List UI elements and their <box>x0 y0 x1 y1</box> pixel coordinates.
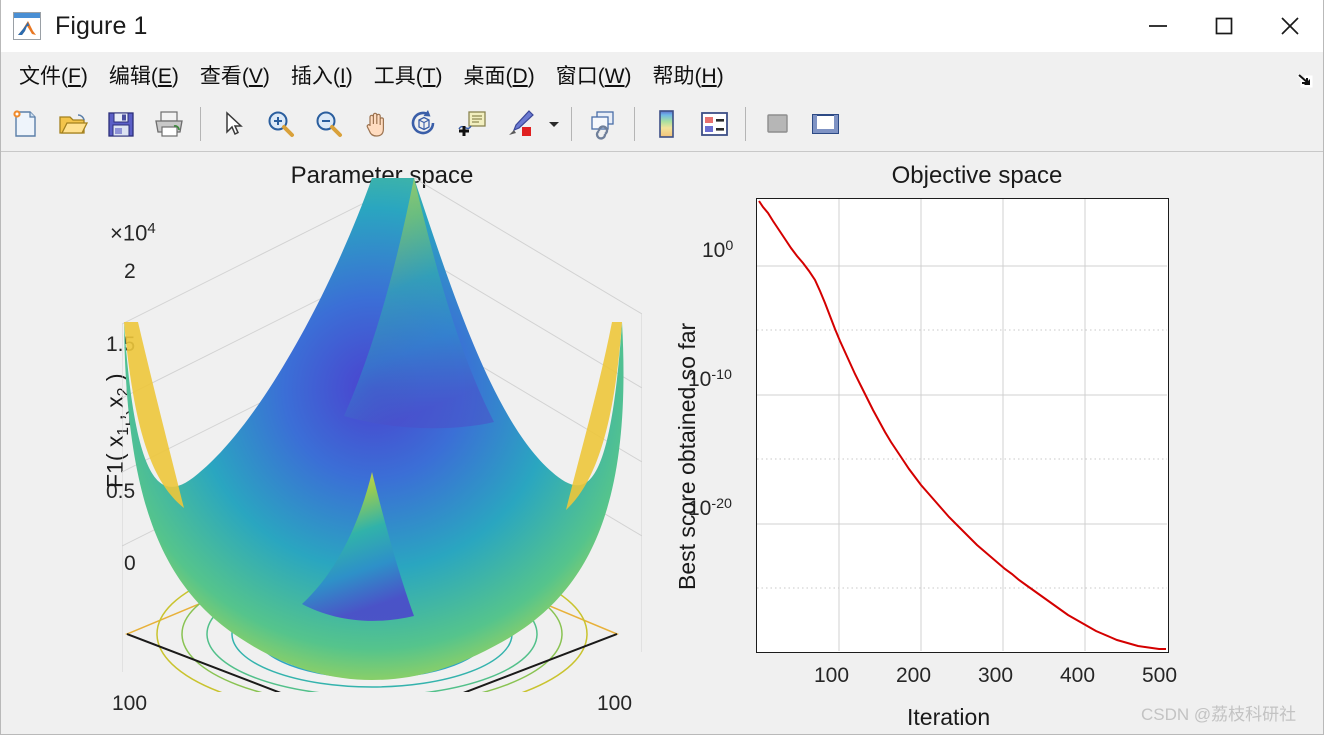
menu-item-file[interactable]: 文件(F) <box>19 64 88 88</box>
menu-item-tools[interactable]: 工具(T) <box>373 64 443 88</box>
menu-bar: 文件(F) 编辑(E) 查看(V) 插入(I) 工具(T) 桌面(D) 窗口(W… <box>1 52 1323 98</box>
z-exponent-label: ×104 <box>110 220 156 246</box>
x-tick-200: 200 <box>896 664 932 687</box>
x-tick-100: 100 <box>814 664 850 687</box>
figure-canvas: Parameter space ×104 2 1.5 1 0.5 0 F1( x… <box>2 152 1323 732</box>
show-plot-tools-icon[interactable] <box>801 101 849 147</box>
x-tick-500: 500 <box>1142 664 1178 687</box>
resize-grip-icon[interactable] <box>1295 70 1315 95</box>
y-tick-1e-20: 10-20 <box>688 496 732 521</box>
chevron-down-icon[interactable] <box>544 101 564 147</box>
parameter-space-surface-plot[interactable] <box>122 172 642 692</box>
y-tick-100: 100 <box>112 692 148 715</box>
save-disk-icon[interactable] <box>97 101 145 147</box>
window-controls <box>1125 0 1323 52</box>
menu-item-desktop[interactable]: 桌面(D) <box>463 64 535 88</box>
objective-space-title: Objective space <box>891 162 1063 189</box>
watermark-label: CSDN @荔枝科研社 <box>1141 705 1297 724</box>
printer-icon[interactable] <box>145 101 193 147</box>
zoom-out-icon[interactable] <box>304 101 352 147</box>
arrow-pointer-icon[interactable] <box>208 101 256 147</box>
data-tip-icon[interactable] <box>448 101 496 147</box>
maximize-button[interactable] <box>1191 0 1257 52</box>
objective-space-plot[interactable] <box>756 198 1169 653</box>
y-tick-1e-10: 10-10 <box>688 367 732 392</box>
hand-pan-icon[interactable] <box>352 101 400 147</box>
hide-plot-tools-icon[interactable] <box>753 101 801 147</box>
x-tick-400: 400 <box>1060 664 1096 687</box>
matlab-figure-icon <box>13 12 41 40</box>
legend-icon[interactable] <box>690 101 738 147</box>
toolbar-separator <box>634 107 635 141</box>
window-title: Figure 1 <box>55 11 148 40</box>
minimize-button[interactable] <box>1125 0 1191 52</box>
menu-item-view[interactable]: 查看(V) <box>199 64 270 88</box>
z-tick-2: 2 <box>124 260 136 283</box>
open-folder-icon[interactable] <box>49 101 97 147</box>
menu-item-help[interactable]: 帮助(H) <box>652 64 724 88</box>
z-tick-0: 0 <box>124 552 136 575</box>
menu-item-insert[interactable]: 插入(I) <box>290 64 353 88</box>
tool-bar <box>1 97 1323 152</box>
x-tick-300: 300 <box>978 664 1014 687</box>
zoom-in-icon[interactable] <box>256 101 304 147</box>
objective-y-axis-label: Best score obtained so far <box>674 322 700 590</box>
z-tick-0p5: 0.5 <box>106 480 136 503</box>
toolbar-separator <box>200 107 201 141</box>
toolbar-separator <box>571 107 572 141</box>
brush-icon[interactable] <box>496 101 544 147</box>
new-document-icon[interactable] <box>1 101 49 147</box>
rotate-3d-icon[interactable] <box>400 101 448 147</box>
close-button[interactable] <box>1257 0 1323 52</box>
objective-x-axis-label: Iteration <box>907 704 991 730</box>
menu-item-window[interactable]: 窗口(W) <box>555 64 632 88</box>
link-plot-icon[interactable] <box>579 101 627 147</box>
toolbar-separator <box>745 107 746 141</box>
y-tick-1e0: 100 <box>702 238 734 263</box>
menu-item-edit[interactable]: 编辑(E) <box>108 64 179 88</box>
colorbar-icon[interactable] <box>642 101 690 147</box>
title-bar: Figure 1 <box>1 0 1323 53</box>
x-tick-100: 100 <box>597 692 633 715</box>
